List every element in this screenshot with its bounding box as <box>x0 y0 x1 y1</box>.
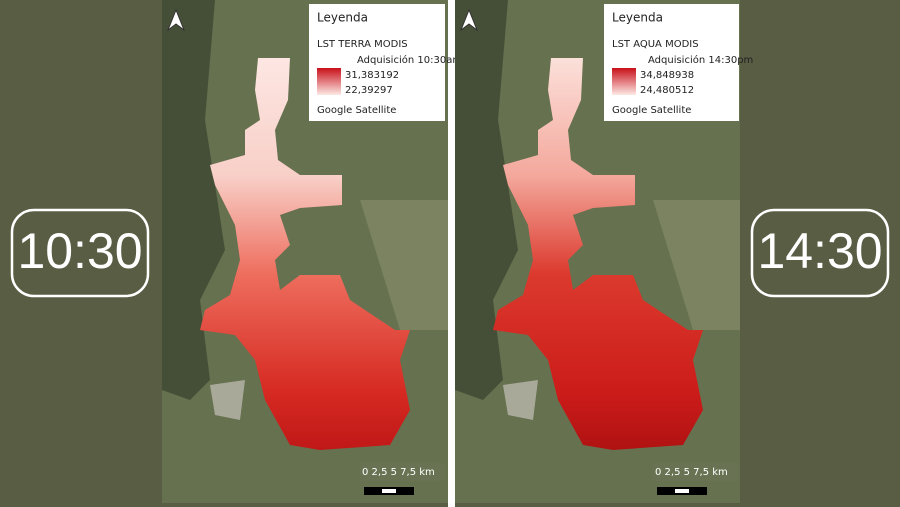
town <box>503 380 538 420</box>
scale-bg <box>360 463 445 481</box>
terrain <box>653 200 740 330</box>
map-panel: Leyenda LST AQUA MODIS Adquisición 14:30… <box>455 0 753 503</box>
legend-min: 24,480512 <box>640 85 694 96</box>
north-arrow <box>166 8 186 32</box>
lst-area <box>493 58 703 450</box>
divider <box>448 0 455 507</box>
town <box>210 380 245 420</box>
legend-basemap: Google Satellite <box>612 105 691 116</box>
legend-max: 31,383192 <box>345 70 399 81</box>
map-panel: Leyenda LST TERRA MODIS Adquisición 10:3… <box>162 0 462 503</box>
scale-bar <box>675 489 689 493</box>
legend-band: Adquisición 14:30pm <box>648 54 753 66</box>
scale-bg <box>653 463 738 481</box>
time-label: 10:30 <box>17 223 142 279</box>
legend-band: Adquisición 10:30am <box>357 54 462 66</box>
legend-swatch <box>612 68 636 95</box>
time-box <box>10 208 150 298</box>
legend-swatch <box>317 68 341 95</box>
legend-title: Leyenda <box>317 11 368 25</box>
legend-min: 22,39297 <box>345 85 393 96</box>
legend-layer: LST AQUA MODIS <box>612 39 699 50</box>
lst-area <box>200 58 410 450</box>
terrain <box>162 0 225 400</box>
time-label: 14:30 <box>757 223 882 279</box>
legend <box>604 4 739 121</box>
time-box <box>750 208 890 298</box>
legend-max: 34,848938 <box>640 70 694 81</box>
legend <box>309 4 445 121</box>
terrain <box>455 0 518 400</box>
legend-basemap: Google Satellite <box>317 105 396 116</box>
scale-labels: 0 2,5 5 7,5 km <box>655 467 728 478</box>
scale-labels: 0 2,5 5 7,5 km <box>362 467 435 478</box>
scale-bar <box>382 489 396 493</box>
terrain <box>360 200 448 330</box>
legend-layer: LST TERRA MODIS <box>317 39 408 50</box>
north-arrow <box>459 8 479 32</box>
legend-title: Leyenda <box>612 11 663 25</box>
